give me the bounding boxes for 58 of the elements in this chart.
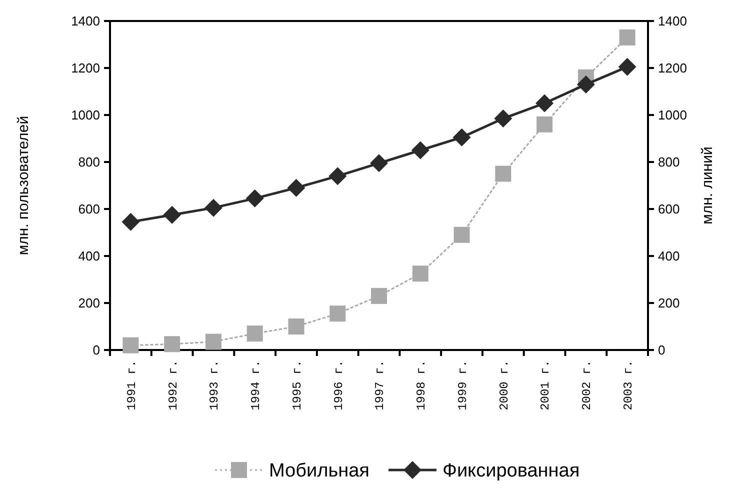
point [122,212,140,231]
point [288,318,304,334]
point [122,337,139,354]
x-tick-label: 1995 г. [290,360,304,410]
x-tick-label: 2001 г. [538,360,553,410]
point [246,189,264,208]
y2-tick-label: 600 [658,202,680,217]
point [204,198,222,217]
point [246,326,263,342]
point [371,288,387,304]
y-axis-title: млн. пользователей [15,116,32,256]
x-tick-label: 1999 г. [456,360,470,410]
x-tick-label: 2000 г. [497,360,512,410]
y2-tick-label: 1000 [658,108,687,123]
y-tick-label: 200 [78,296,100,311]
point [618,58,636,76]
point [619,29,636,46]
y-tick-label: 1200 [71,60,100,76]
x-tick-label: 1994 г. [249,360,264,410]
y2-axis-title: млн. линий [699,146,716,224]
y2-tick-label: 400 [658,248,680,264]
point [205,334,222,350]
point [452,128,471,146]
legend-label: Фиксированная [442,460,580,482]
y2-tick-label: 1200 [658,60,687,76]
x-tick-label: 1993 г. [208,360,222,410]
legend-label: Мобильная [269,460,370,482]
point [164,336,180,352]
y2-tick-label: 0 [658,342,666,358]
x-tick-label: 2003 г. [622,360,636,410]
point [328,167,347,186]
y-tick-label: 0 [92,342,100,358]
x-tick-label: 1998 г. [414,360,429,410]
point [494,110,512,128]
point [330,306,346,322]
point [412,266,428,282]
point [163,206,182,224]
y-tick-label: 1400 [71,14,100,29]
x-tick-label: 1996 г. [332,360,346,410]
point [370,154,388,172]
point [411,141,430,160]
point [536,116,553,132]
y-tick-label: 600 [78,202,100,217]
point [454,226,470,243]
y-tick-label: 800 [78,154,100,170]
y-tick-label: 1000 [71,108,100,123]
point [495,166,512,182]
x-tick-label: 1992 г. [166,360,180,410]
y-tick-label: 400 [78,248,100,264]
y2-tick-label: 1400 [658,14,687,29]
y2-tick-label: 200 [658,296,680,311]
point [576,75,595,94]
y2-tick-label: 800 [658,154,680,170]
x-tick-label: 1997 г. [373,360,388,410]
point [536,94,554,112]
point [287,178,306,197]
x-tick-label: 2002 г. [580,360,594,410]
x-tick-label: 1991 г. [124,360,139,410]
